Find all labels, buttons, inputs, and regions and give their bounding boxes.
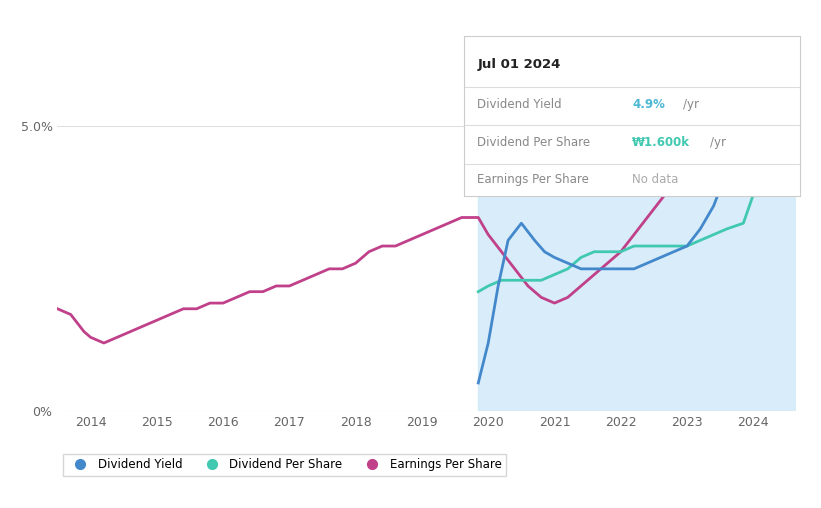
Text: /yr: /yr [709,136,726,149]
Text: /yr: /yr [683,98,699,111]
Text: Dividend Per Share: Dividend Per Share [477,136,590,149]
Text: Earnings Per Share: Earnings Per Share [477,173,589,186]
Text: No data: No data [632,173,678,186]
Legend: Dividend Yield, Dividend Per Share, Earnings Per Share: Dividend Yield, Dividend Per Share, Earn… [63,454,507,476]
Text: Jul 01 2024: Jul 01 2024 [477,58,561,71]
Text: 4.9%: 4.9% [632,98,665,111]
Text: ₩1.600k: ₩1.600k [632,136,690,149]
Bar [479,41,796,411]
Text: Past: Past [746,125,773,138]
Text: Dividend Yield: Dividend Yield [477,98,562,111]
